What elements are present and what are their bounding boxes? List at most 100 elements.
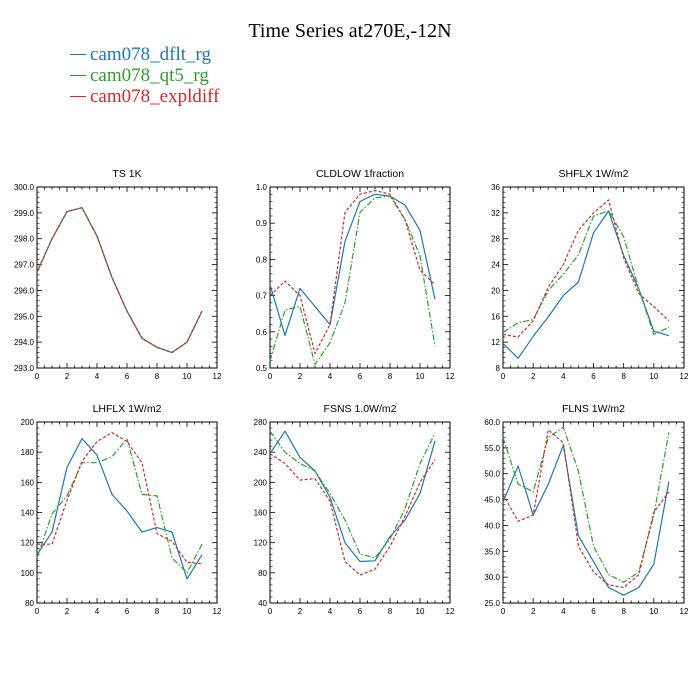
y-tick-label: 50.0 <box>484 470 500 479</box>
series-line-cam078_qt5_rg <box>36 438 203 574</box>
chart-title: FLNS 1W/m2 <box>562 403 625 415</box>
x-tick-label: 10 <box>649 372 658 381</box>
y-tick-label: 12 <box>491 338 500 347</box>
chart-title: CLDLOW 1fraction <box>316 168 404 180</box>
plot-frame <box>36 421 218 604</box>
chart-title: SHFLX 1W/m2 <box>558 168 628 180</box>
page-title: Time Series at270E,-12N <box>248 20 452 42</box>
x-tick-label: 8 <box>388 372 393 381</box>
legend-label-dflt: cam078_dflt_rg <box>90 44 212 65</box>
chart-title: FSNS 1.0W/m2 <box>324 403 397 415</box>
x-tick-label: 6 <box>125 372 130 381</box>
series-line-cam078_expldiff <box>269 453 436 576</box>
x-tick-label: 8 <box>621 372 626 381</box>
x-tick-label: 4 <box>328 607 333 616</box>
y-tick-label: 0.7 <box>256 292 268 301</box>
y-tick-label: 280 <box>254 418 268 427</box>
y-tick-label: 120 <box>21 539 35 548</box>
legend-swatch-dflt <box>70 54 86 55</box>
y-tick-label: 300.0 <box>14 183 35 192</box>
x-tick-label: 0 <box>268 372 273 381</box>
x-tick-label: 12 <box>680 607 689 616</box>
legend-item-expldiff: cam078_expldiff <box>70 86 219 107</box>
y-tick-label: 200 <box>254 478 268 487</box>
chart-panel-0: TS 1K 0 2 4 6 8 10 12 293.0 294.0 295.0 296.0 297.0 2… <box>14 168 222 381</box>
y-tick-label: 180 <box>21 448 35 457</box>
x-tick-label: 2 <box>531 372 536 381</box>
plot-frame <box>269 421 451 604</box>
y-tick-label: 0.6 <box>256 328 268 337</box>
y-tick-label: 25.0 <box>484 599 500 608</box>
y-tick-label: 160 <box>254 509 268 518</box>
legend-swatch-expldiff <box>70 96 86 97</box>
y-tick-label: 298.0 <box>14 235 35 244</box>
y-tick-label: 16 <box>491 312 500 321</box>
x-tick-label: 10 <box>416 607 425 616</box>
y-tick-label: 0.5 <box>256 364 268 373</box>
x-tick-label: 4 <box>561 372 566 381</box>
y-tick-label: 1.0 <box>256 183 268 192</box>
y-tick-label: 80 <box>258 569 267 578</box>
x-tick-label: 12 <box>446 607 455 616</box>
series-line-cam078_dflt_rg <box>36 207 203 354</box>
x-tick-label: 2 <box>298 372 303 381</box>
y-tick-label: 120 <box>254 539 268 548</box>
x-tick-label: 12 <box>446 372 455 381</box>
y-tick-label: 100 <box>21 569 35 578</box>
y-tick-label: 36 <box>491 183 500 192</box>
y-tick-label: 200 <box>21 418 35 427</box>
x-tick-label: 0 <box>501 372 506 381</box>
series-line-cam078_dflt_rg <box>269 430 436 563</box>
legend-label-expldiff: cam078_expldiff <box>90 86 220 107</box>
legend-item-qt5: cam078_qt5_rg <box>70 65 219 86</box>
series-line-cam078_expldiff <box>36 207 203 354</box>
y-tick-label: 60.0 <box>484 418 500 427</box>
x-tick-label: 10 <box>183 372 192 381</box>
x-tick-label: 4 <box>561 607 566 616</box>
x-tick-label: 0 <box>35 607 40 616</box>
x-tick-label: 6 <box>125 607 130 616</box>
legend-item-dflt: cam078_dflt_rg <box>70 44 219 65</box>
x-tick-label: 6 <box>358 607 363 616</box>
x-tick-label: 2 <box>65 607 70 616</box>
series-line-cam078_qt5_rg <box>36 207 203 354</box>
y-tick-label: 24 <box>491 261 500 270</box>
y-tick-label: 40.0 <box>484 521 500 530</box>
x-tick-label: 6 <box>591 372 596 381</box>
y-tick-label: 80 <box>25 599 34 608</box>
x-tick-label: 6 <box>358 372 363 381</box>
y-tick-label: 296.0 <box>14 286 35 295</box>
plot-frame <box>502 421 685 604</box>
x-tick-label: 10 <box>416 372 425 381</box>
y-tick-label: 35.0 <box>484 547 500 556</box>
y-tick-label: 293.0 <box>14 364 35 373</box>
series-line-cam078_qt5_rg <box>502 210 670 335</box>
x-tick-label: 0 <box>35 372 40 381</box>
y-tick-label: 55.0 <box>484 444 500 453</box>
y-tick-label: 140 <box>21 509 35 518</box>
series-line-cam078_dflt_rg <box>502 444 670 596</box>
series-line-cam078_expldiff <box>269 190 436 355</box>
y-tick-label: 32 <box>491 209 500 218</box>
x-tick-label: 8 <box>621 607 626 616</box>
y-tick-label: 295.0 <box>14 312 35 321</box>
x-tick-label: 6 <box>591 607 596 616</box>
x-tick-label: 2 <box>298 607 303 616</box>
chart-panel-1: CLDLOW 1fraction 0 2 4 6 8 10 12 0.5 0.6 0.7 0.8 0.9… <box>256 168 455 381</box>
y-tick-label: 240 <box>254 448 268 457</box>
x-tick-label: 8 <box>388 607 393 616</box>
x-tick-label: 12 <box>213 607 222 616</box>
y-tick-label: 160 <box>21 478 35 487</box>
x-tick-label: 2 <box>531 607 536 616</box>
series-line-cam078_qt5_rg <box>502 426 670 583</box>
y-tick-label: 0.9 <box>256 219 268 228</box>
x-tick-label: 8 <box>155 607 160 616</box>
y-tick-label: 45.0 <box>484 496 500 505</box>
y-tick-label: 30.0 <box>484 573 500 582</box>
x-tick-label: 0 <box>501 607 506 616</box>
y-tick-label: 20 <box>491 286 500 295</box>
x-tick-label: 12 <box>680 372 689 381</box>
series-line-cam078_qt5_rg <box>269 195 436 365</box>
x-tick-label: 4 <box>95 607 100 616</box>
series-line-cam078_dflt_rg <box>36 438 203 580</box>
